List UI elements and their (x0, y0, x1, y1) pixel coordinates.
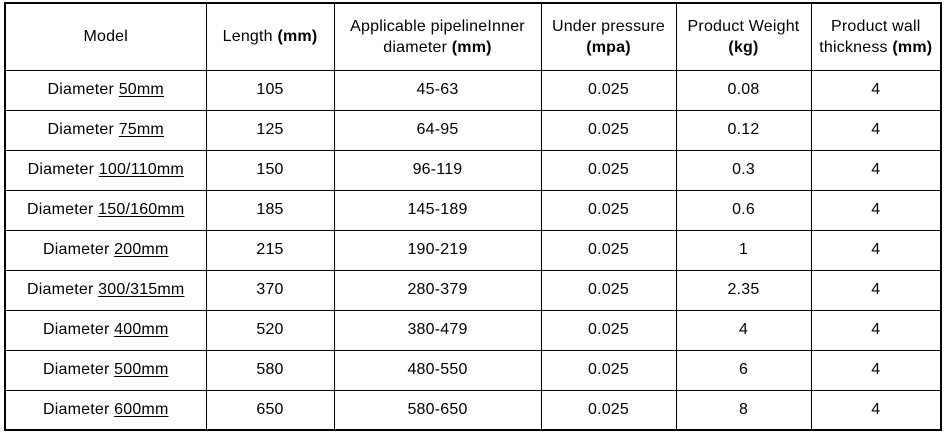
cell-length: 650 (205, 389, 335, 431)
table-row: Diameter 200mm 215 190-219 0.025 1 4 (4, 229, 942, 271)
cell-length: 215 (205, 229, 335, 271)
col-header-pressure: Under pressure (mpa) (540, 2, 677, 71)
col-header-weight: Product Weight (kg) (675, 2, 812, 71)
header-text: Product Weight (687, 17, 800, 35)
cell-length: 125 (205, 109, 335, 151)
cell-pipeline: 480-550 (333, 349, 542, 391)
cell-wall: 4 (810, 309, 942, 351)
cell-pressure: 0.025 (540, 269, 677, 311)
cell-wall: 4 (810, 349, 942, 391)
cell-length: 185 (205, 189, 335, 231)
cell-model: Diameter 500mm (4, 349, 207, 391)
cell-length: 520 (205, 309, 335, 351)
cell-pressure: 0.025 (540, 229, 677, 271)
model-size-underlined: 150/160mm (98, 201, 185, 218)
cell-weight: 1 (675, 229, 812, 271)
cell-model: Diameter 400mm (4, 309, 207, 351)
cell-weight: 4 (675, 309, 812, 351)
model-size-underlined: 50mm (118, 81, 164, 98)
table-row: Diameter 400mm 520 380-479 0.025 4 4 (4, 309, 942, 351)
cell-pressure: 0.025 (540, 69, 677, 111)
cell-model: Diameter 200mm (4, 229, 207, 271)
table-row: Diameter 150/160mm 185 145-189 0.025 0.6… (4, 189, 942, 231)
product-spec-table: Model Length (mm) Applicable pipelineInn… (4, 2, 942, 431)
cell-length: 580 (205, 349, 335, 391)
cell-model: Diameter 75mm (4, 109, 207, 151)
cell-pressure: 0.025 (540, 309, 677, 351)
cell-wall: 4 (810, 189, 942, 231)
table-row: Diameter 50mm 105 45-63 0.025 0.08 4 (4, 69, 942, 111)
header-text: Applicable pipelineInner (350, 17, 525, 35)
model-size-underlined: 100/110mm (98, 161, 184, 178)
cell-weight: 8 (675, 389, 812, 431)
table-row: Diameter 500mm 580 480-550 0.025 6 4 (4, 349, 942, 391)
cell-weight: 0.3 (675, 149, 812, 191)
cell-length: 105 (205, 69, 335, 111)
table-row: Diameter 75mm 125 64-95 0.025 0.12 4 (4, 109, 942, 151)
table-row: Diameter 300/315mm 370 280-379 0.025 2.3… (4, 269, 942, 311)
cell-length: 150 (205, 149, 335, 191)
cell-pressure: 0.025 (540, 189, 677, 231)
cell-length: 370 (205, 269, 335, 311)
cell-model: Diameter 100/110mm (4, 149, 207, 191)
header-text: Length (222, 28, 278, 46)
cell-pipeline: 190-219 (333, 229, 542, 271)
spec-table-container: Model Length (mm) Applicable pipelineInn… (4, 2, 942, 431)
table-row: Diameter 600mm 650 580-650 0.025 8 4 (4, 389, 942, 431)
cell-wall: 4 (810, 229, 942, 271)
cell-pipeline: 280-379 (333, 269, 542, 311)
cell-wall: 4 (810, 149, 942, 191)
model-size-underlined: 300/315mm (98, 281, 185, 298)
cell-weight: 6 (675, 349, 812, 391)
cell-pressure: 0.025 (540, 109, 677, 151)
cell-model: Diameter 150/160mm (4, 189, 207, 231)
cell-pipeline: 580-650 (333, 389, 542, 431)
cell-weight: 0.6 (675, 189, 812, 231)
header-text: Under pressure (551, 17, 666, 35)
col-header-model: Model (4, 2, 207, 71)
cell-model: Diameter 300/315mm (4, 269, 207, 311)
cell-model: Diameter 600mm (4, 389, 207, 431)
table-row: Diameter 100/110mm 150 96-119 0.025 0.3 … (4, 149, 942, 191)
cell-pressure: 0.025 (540, 349, 677, 391)
cell-weight: 2.35 (675, 269, 812, 311)
header-text: Product wall (830, 17, 921, 35)
model-size-underlined: 500mm (114, 361, 169, 378)
cell-pipeline: 380-479 (333, 309, 542, 351)
model-size-underlined: 75mm (118, 121, 164, 138)
cell-model: Diameter 50mm (4, 69, 207, 111)
header-text: Model (83, 28, 129, 46)
header-row: Model Length (mm) Applicable pipelineInn… (4, 2, 942, 71)
col-header-wall-thickness: Product wall thickness (mm) (810, 2, 942, 71)
cell-pipeline: 45-63 (333, 69, 542, 111)
cell-weight: 0.08 (675, 69, 812, 111)
cell-pipeline: 96-119 (333, 149, 542, 191)
model-size-underlined: 200mm (114, 241, 169, 258)
cell-wall: 4 (810, 269, 942, 311)
cell-weight: 0.12 (675, 109, 812, 151)
cell-wall: 4 (810, 69, 942, 111)
col-header-pipeline-diameter: Applicable pipelineInner diameter (mm) (333, 2, 542, 71)
cell-pipeline: 145-189 (333, 189, 542, 231)
table-header: Model Length (mm) Applicable pipelineInn… (4, 2, 942, 71)
model-size-underlined: 400mm (114, 321, 169, 338)
model-size-underlined: 600mm (114, 400, 169, 418)
cell-wall: 4 (810, 109, 942, 151)
cell-pressure: 0.025 (540, 149, 677, 191)
cell-pipeline: 64-95 (333, 109, 542, 151)
table-body: Diameter 50mm 105 45-63 0.025 0.08 4 Dia… (4, 69, 942, 431)
col-header-length: Length (mm) (205, 2, 335, 71)
cell-pressure: 0.025 (540, 389, 677, 431)
cell-wall: 4 (810, 389, 942, 431)
